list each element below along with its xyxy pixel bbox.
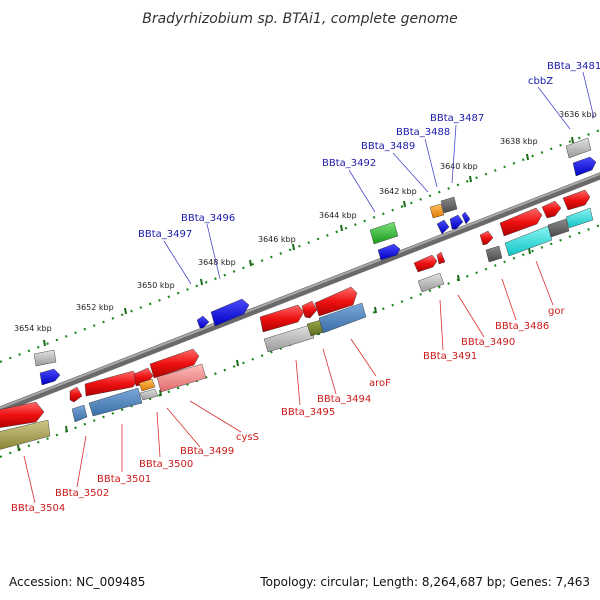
gene-bar xyxy=(565,137,592,159)
gene-arrow xyxy=(449,214,464,230)
gene-features xyxy=(0,137,597,450)
gene-arrow xyxy=(572,156,597,177)
kbp-label: 3650 kbp xyxy=(137,281,175,290)
gene-bar xyxy=(485,245,503,263)
gene-label: BBta_3488 xyxy=(396,127,450,138)
gene-bar xyxy=(0,419,51,450)
gene-bar xyxy=(156,363,207,393)
gene-label: BBta_3499 xyxy=(180,446,234,457)
gene-arrow xyxy=(149,348,200,379)
gene-arrow xyxy=(541,200,562,219)
gene-arrow xyxy=(479,230,494,246)
gene-bar xyxy=(429,203,445,219)
kbp-label: 3654 kbp xyxy=(14,324,52,333)
gene-bar xyxy=(88,387,143,417)
gene-arrow xyxy=(436,219,450,235)
gene-arrow xyxy=(69,386,83,403)
gene-label: BBta_3504 xyxy=(11,503,65,514)
gene-arrow xyxy=(499,207,543,237)
kbp-label: 3636 kbp xyxy=(559,110,597,119)
major-ticks xyxy=(17,136,574,452)
gene-arrow xyxy=(436,251,446,265)
kbp-label: 3638 kbp xyxy=(500,137,538,146)
gene-bar xyxy=(504,225,553,257)
gene-label: BBta_3490 xyxy=(461,337,515,348)
gene-bar xyxy=(440,196,458,214)
coordinate-track-upper xyxy=(0,128,600,364)
gene-bar xyxy=(318,302,367,334)
gene-label: BBta_3494 xyxy=(317,394,371,405)
kbp-label: 3648 kbp xyxy=(198,258,236,267)
gene-bar xyxy=(565,207,594,229)
gene-labels-bottom: gor BBta_3486 BBta_3490 BBta_3491 aroF B… xyxy=(11,306,565,514)
gene-label: cbbZ xyxy=(528,76,553,87)
gene-arrow xyxy=(461,211,471,225)
gene-arrow xyxy=(196,315,210,329)
connectors-top xyxy=(163,71,595,285)
topology-text: Topology: circular; Length: 8,264,687 bp… xyxy=(259,575,590,589)
gene-arrow xyxy=(314,286,358,317)
gene-bar xyxy=(369,221,399,245)
gene-label: gor xyxy=(548,306,565,317)
kbp-labels: 3654 kbp 3652 kbp 3650 kbp 3648 kbp 3646… xyxy=(14,110,597,333)
gene-label: BBta_3491 xyxy=(423,351,477,362)
gene-label: BBta_3495 xyxy=(281,407,335,418)
gene-arrow xyxy=(377,243,401,261)
gene-arrow xyxy=(210,298,250,327)
gene-arrow xyxy=(301,300,318,319)
gene-label: cysS xyxy=(236,432,259,443)
gene-label: BBta_3501 xyxy=(97,474,151,485)
gene-label: BBta_3500 xyxy=(139,459,193,470)
kbp-label: 3644 kbp xyxy=(319,211,357,220)
gene-bar xyxy=(263,324,315,353)
map-title: Bradyrhizobium sp. BTAi1, complete genom… xyxy=(142,11,458,27)
gene-label: BBta_3487 xyxy=(430,113,484,124)
gene-arrow xyxy=(259,304,305,333)
gene-label: BBta_3492 xyxy=(322,158,376,169)
gene-arrow xyxy=(0,401,45,428)
gene-arrow xyxy=(39,368,61,386)
gene-arrow xyxy=(562,189,591,211)
gene-bar xyxy=(33,349,57,367)
gene-arrow xyxy=(413,254,438,273)
genome-backbone xyxy=(0,172,600,414)
kbp-label: 3640 kbp xyxy=(440,162,478,171)
gene-label: BBta_3481 xyxy=(547,61,600,72)
gene-label: BBta_3496 xyxy=(181,213,235,224)
gene-label: BBta_3489 xyxy=(361,141,415,152)
gene-bar xyxy=(139,388,159,401)
gene-label: BBta_3497 xyxy=(138,229,192,240)
kbp-label: 3642 kbp xyxy=(379,187,417,196)
accession-text: Accession: NC_009485 xyxy=(9,575,145,589)
gene-bar xyxy=(417,272,445,293)
kbp-label: 3652 kbp xyxy=(76,303,114,312)
gene-bar xyxy=(71,404,88,423)
kbp-label: 3646 kbp xyxy=(258,235,296,244)
gene-label: BBta_3486 xyxy=(495,321,549,332)
gene-bar xyxy=(138,378,156,392)
gene-label: aroF xyxy=(369,378,391,389)
connectors-bottom xyxy=(23,260,554,504)
gene-bar xyxy=(547,218,570,238)
gene-labels-top: BBta_3481 cbbZ BBta_3487 BBta_3488 BBta_… xyxy=(138,61,600,240)
gene-label: BBta_3502 xyxy=(55,488,109,499)
